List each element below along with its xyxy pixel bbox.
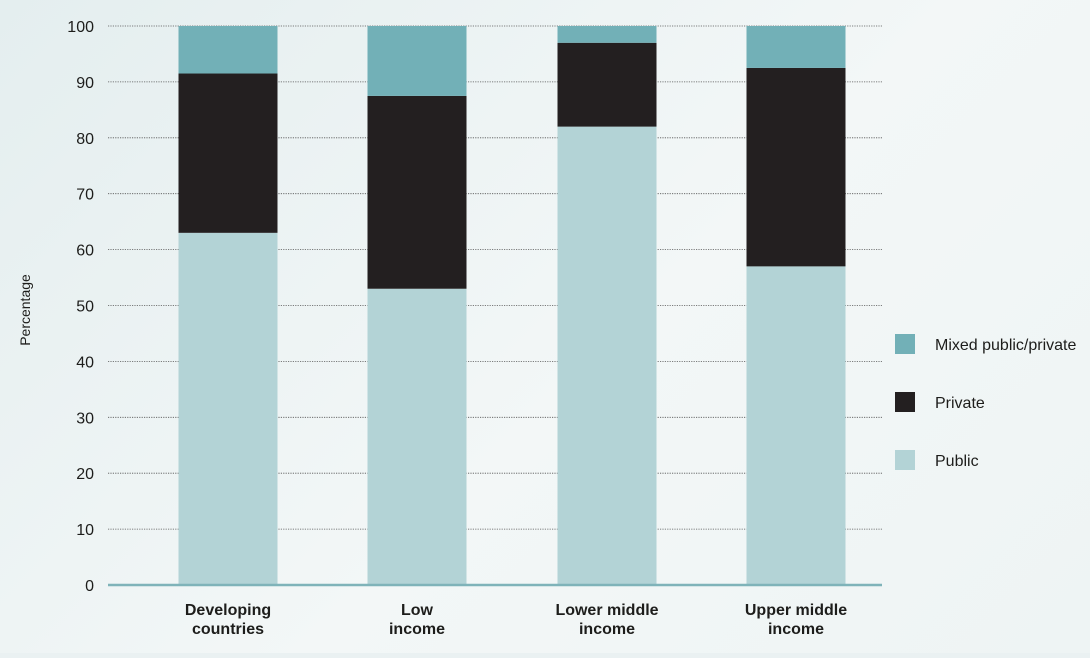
bar-segment — [178, 73, 278, 233]
y-tick-label: 40 — [76, 354, 94, 371]
bar-segment — [746, 26, 846, 68]
bar-segment — [367, 288, 467, 585]
bar-segment — [367, 95, 467, 289]
bar-segment — [557, 42, 657, 127]
bar-segment — [557, 26, 657, 43]
legend-swatch — [895, 334, 915, 354]
y-tick-label: 80 — [76, 131, 94, 148]
y-tick-label: 100 — [67, 19, 94, 36]
x-category-label-line: Lower middle — [555, 602, 658, 619]
x-category-label: Lower middle income — [555, 602, 658, 638]
legend-label: Public — [935, 453, 979, 470]
x-category-label-line: Upper middle — [745, 602, 847, 619]
x-category-label: Upper middle income — [745, 602, 847, 638]
x-category-label-line: income — [389, 621, 445, 638]
bar-segment — [178, 232, 278, 585]
y-tick-label: 70 — [76, 187, 94, 204]
legend-label: Mixed public/private — [935, 337, 1077, 354]
bar-segment — [557, 126, 657, 586]
x-category-label-line: Low — [401, 602, 434, 619]
bar-segment — [746, 266, 846, 585]
x-category-label: Developing countries — [185, 602, 271, 638]
y-tick-label: 0 — [85, 578, 94, 595]
y-tick-label: 30 — [76, 410, 94, 427]
y-axis-title: Percentage — [17, 274, 33, 346]
x-category-label-line: income — [768, 621, 824, 638]
bar-segment — [746, 67, 846, 267]
y-tick-label: 90 — [76, 75, 94, 92]
legend-swatch — [895, 392, 915, 412]
y-tick-label: 60 — [76, 243, 94, 260]
y-tick-label: 50 — [76, 299, 94, 316]
bar-segment — [367, 26, 467, 96]
gridlines — [108, 25, 882, 530]
y-tick-label: 20 — [76, 466, 94, 483]
x-category-label-line: Developing — [185, 602, 271, 619]
legend: Mixed public/private Private Public — [895, 334, 1077, 470]
axes: 0 10 20 30 40 50 60 70 80 90 100 Developing countrie… — [67, 19, 882, 638]
bar-segment — [178, 26, 278, 74]
legend-label: Private — [935, 395, 985, 412]
x-category-label-line: countries — [192, 621, 264, 638]
legend-swatch — [895, 450, 915, 470]
x-category-label: Low income — [389, 602, 445, 638]
x-category-label-line: income — [579, 621, 635, 638]
y-tick-label: 10 — [76, 522, 94, 539]
bars — [178, 26, 846, 586]
